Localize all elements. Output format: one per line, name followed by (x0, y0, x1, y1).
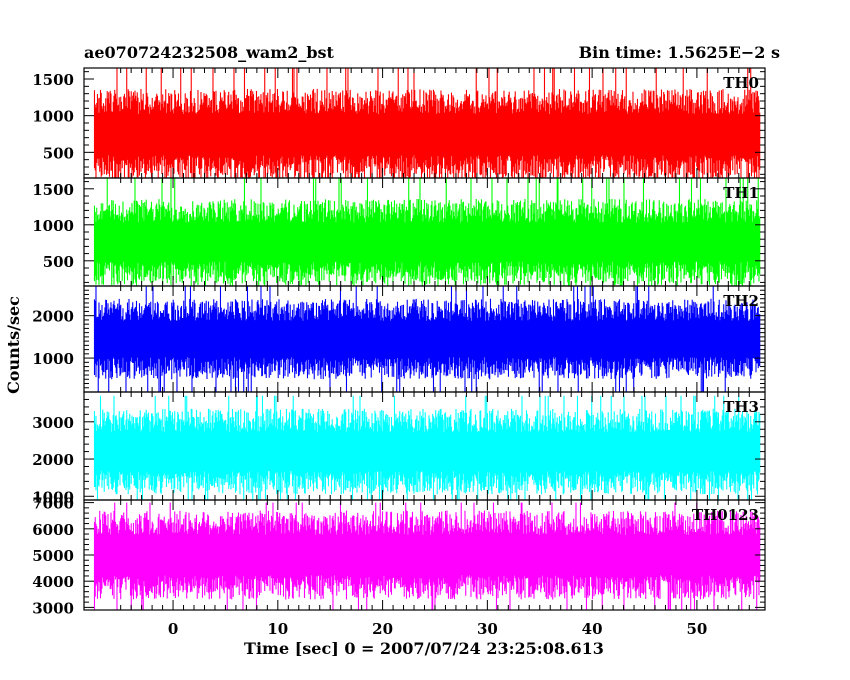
chart-title-right: Bin time: 1.5625E−2 s (579, 43, 780, 62)
y-axis-label: Counts/sec (4, 296, 23, 394)
x-tick-label: 30 (477, 620, 498, 638)
y-tick-label-th0: 1500 (32, 71, 74, 89)
y-tick-label-th0: 1000 (32, 108, 74, 126)
x-tick-label: 20 (372, 620, 393, 638)
y-tick-label-th1: 1500 (32, 181, 74, 199)
x-tick-label: 40 (582, 620, 603, 638)
y-tick-label-th2: 1000 (32, 350, 74, 368)
y-tick-label-th0123: 4000 (32, 573, 74, 591)
y-tick-label-th3: 3000 (32, 414, 74, 432)
y-tick-label-th0123: 6000 (32, 521, 74, 539)
series-th0-line (93, 68, 761, 178)
series-th2-line (93, 286, 761, 392)
x-axis-label: Time [sec] 0 = 2007/07/24 23:25:08.613 (244, 639, 604, 658)
panel-label-th1: TH1 (723, 184, 759, 202)
x-tick-label: 0 (168, 620, 178, 638)
y-tick-label-th0123: 3000 (32, 599, 74, 617)
y-tick-label-th0123: 7000 (32, 495, 74, 513)
y-tick-label-th2: 2000 (32, 308, 74, 326)
x-tick-label: 10 (267, 620, 288, 638)
chart-title-left: ae070724232508_wam2_bst (84, 43, 335, 62)
y-tick-label-th1: 1000 (32, 217, 74, 235)
panel-label-th2: TH2 (723, 292, 759, 310)
y-tick-label-th0123: 5000 (32, 547, 74, 565)
y-tick-label-th3: 2000 (32, 451, 74, 469)
x-tick-label: 50 (686, 620, 707, 638)
series-th0123-line (93, 502, 761, 610)
panel-label-th0: TH0 (723, 74, 759, 92)
panel-label-th0123: TH0123 (692, 506, 759, 524)
series-th3-line (93, 395, 761, 500)
y-tick-label-th0: 500 (43, 144, 74, 162)
y-tick-label-th3: 1000 (32, 488, 74, 506)
y-tick-label-th1: 500 (43, 253, 74, 271)
series-th1-line (93, 178, 761, 286)
panel-label-th3: TH3 (723, 398, 759, 416)
